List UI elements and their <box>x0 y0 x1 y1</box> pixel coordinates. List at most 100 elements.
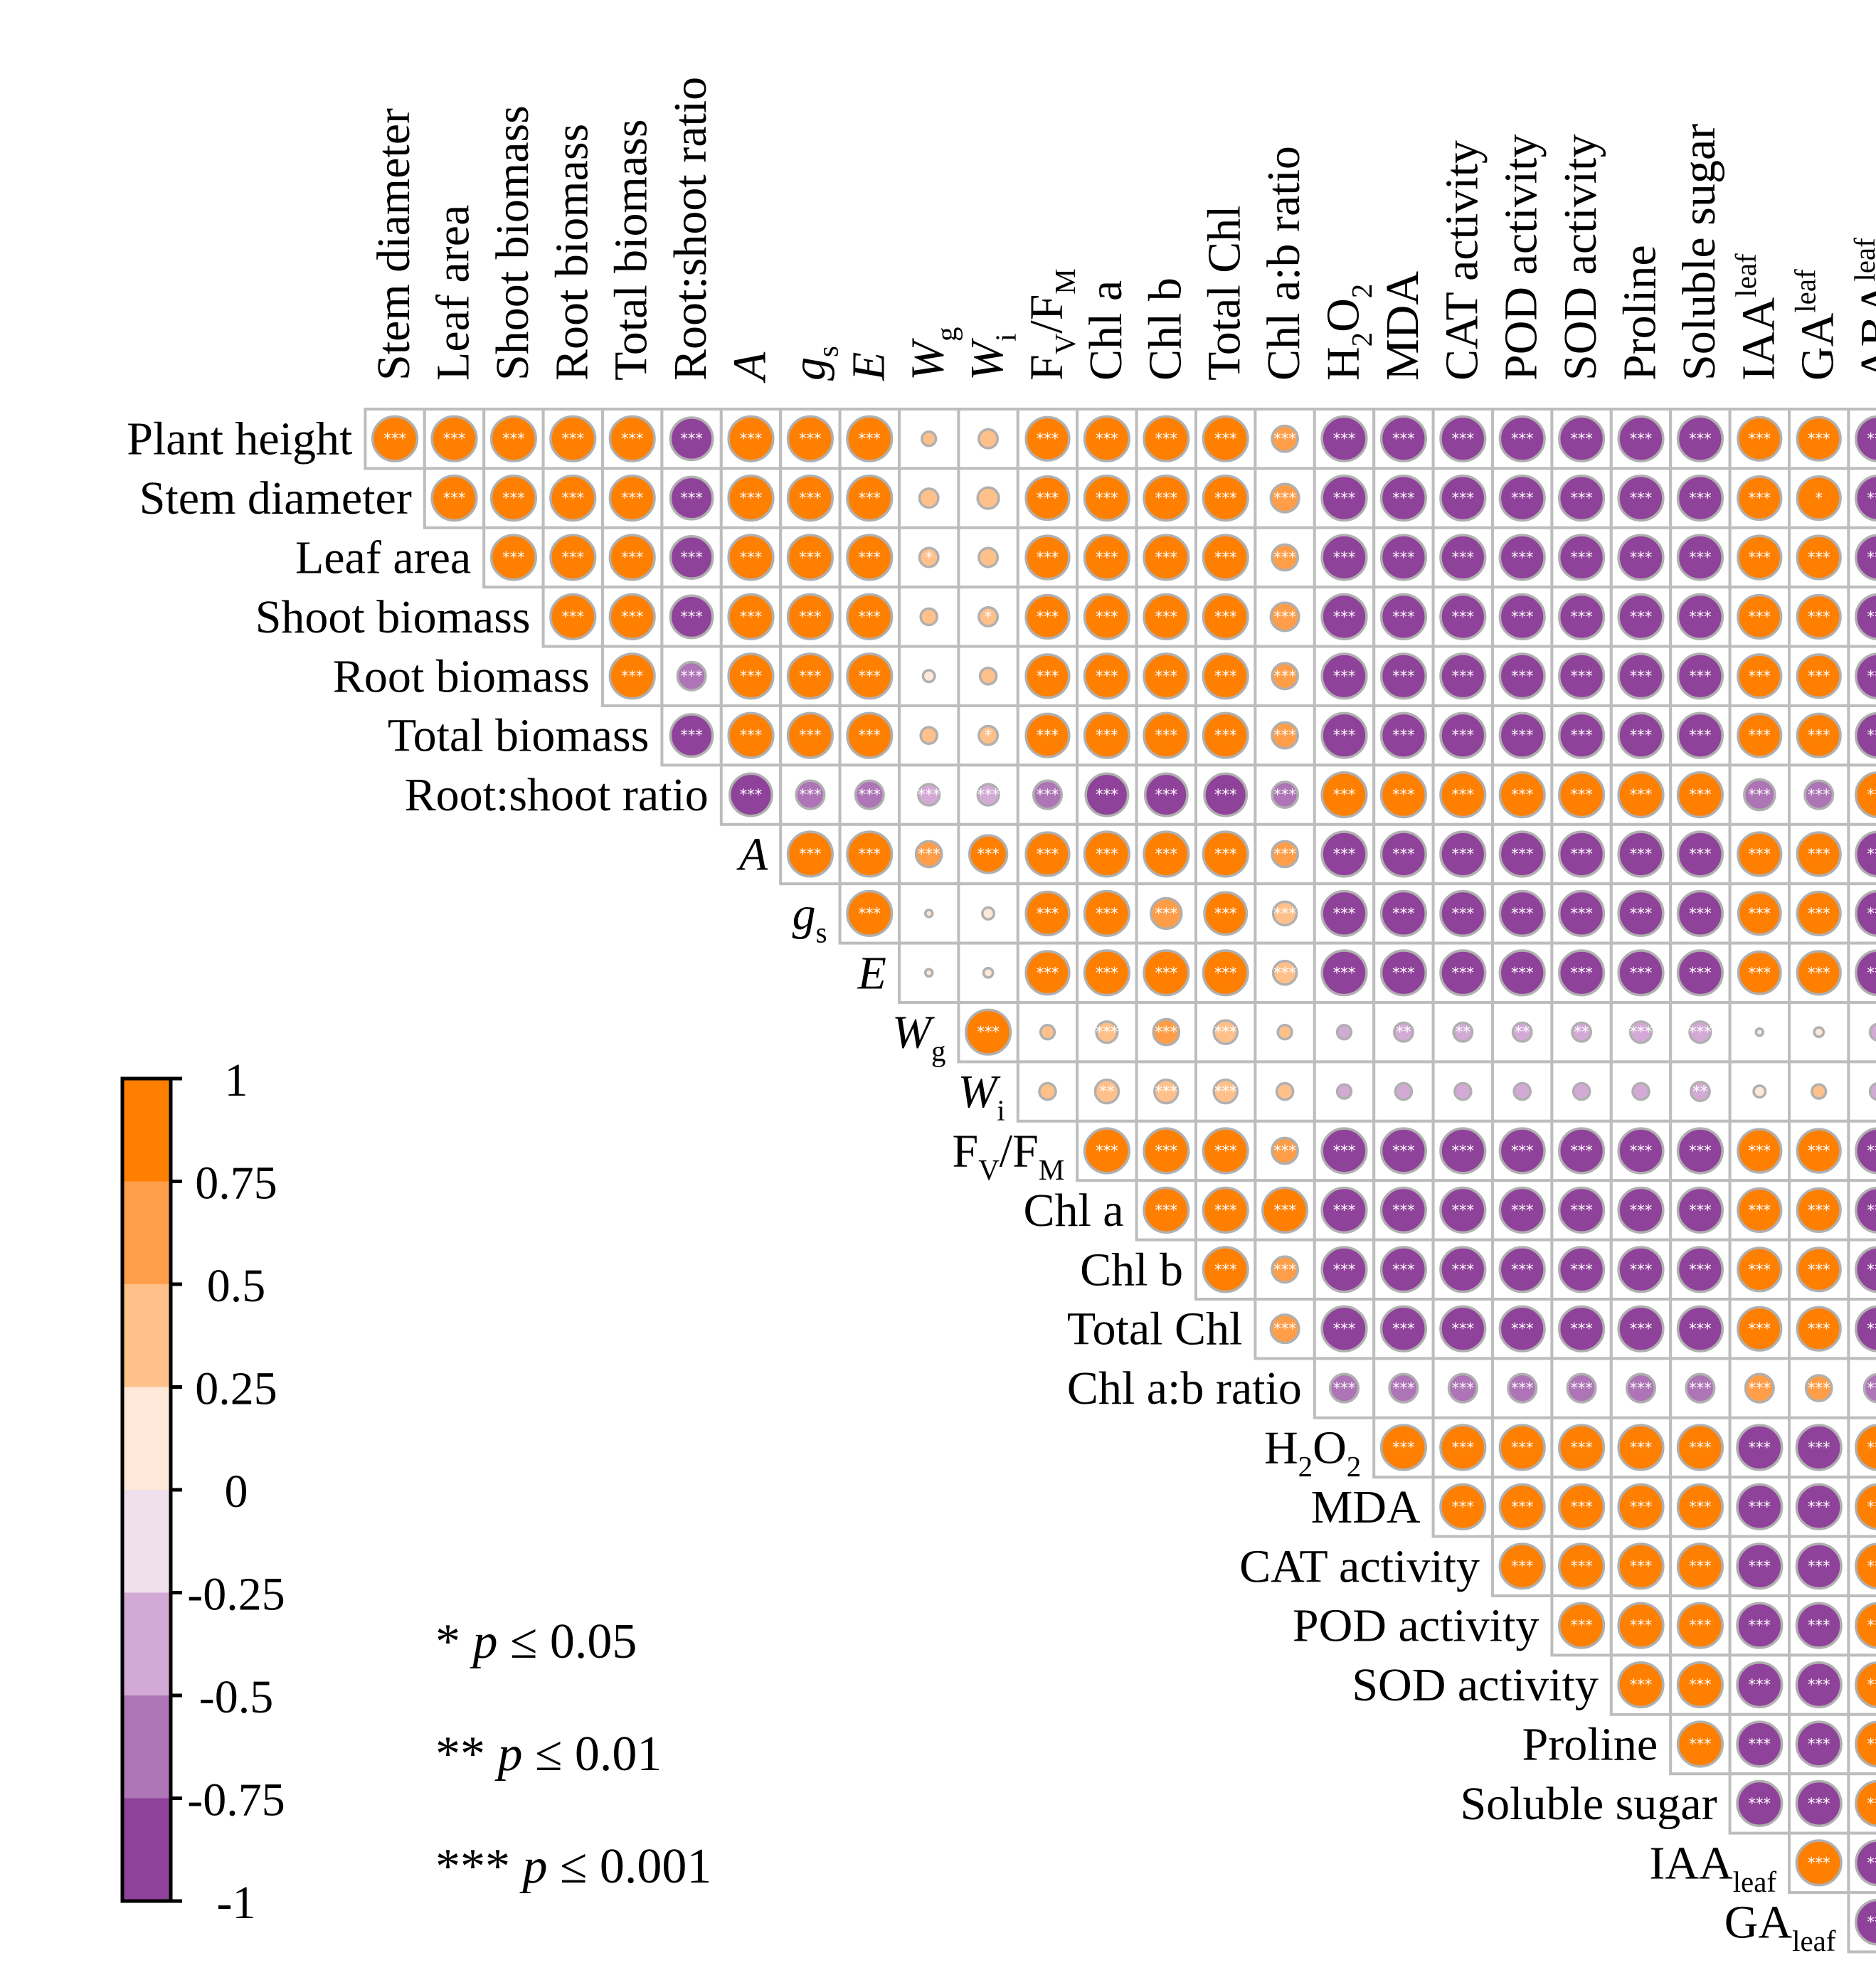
matrix-cell: *** <box>1669 645 1732 707</box>
significance-mark: *** <box>1214 1202 1237 1219</box>
correlation-dot <box>786 711 834 759</box>
correlation-dot <box>786 652 834 700</box>
correlation-dot <box>1736 1424 1784 1471</box>
significance-mark: *** <box>1570 964 1593 981</box>
correlation-dot <box>1617 1305 1665 1353</box>
correlation-dot <box>1276 1024 1293 1041</box>
correlation-dot <box>1498 949 1546 997</box>
significance-mark: *** <box>1273 727 1296 744</box>
significance-mark: *** <box>562 549 585 566</box>
significance-mark: *** <box>1037 549 1059 566</box>
correlation-dot <box>1617 1661 1665 1709</box>
correlation-dot <box>1736 1661 1784 1709</box>
significance-mark: *** <box>1749 1202 1771 1219</box>
correlation-dot <box>1617 1542 1665 1590</box>
correlation-dot <box>1024 415 1071 462</box>
significance-mark: *** <box>1749 1261 1771 1278</box>
correlation-dot <box>430 415 478 462</box>
matrix-cell: *** <box>1728 1713 1791 1776</box>
column-label-e: E <box>842 352 894 381</box>
matrix-cell: *** <box>1847 763 1876 826</box>
significance-legend-item: * p ≤ 0.05 <box>435 1614 637 1669</box>
correlation-dot <box>1439 1424 1487 1471</box>
significance-mark: *** <box>1689 1676 1712 1693</box>
matrix-cell: ** <box>1372 1001 1435 1064</box>
matrix-cell: *** <box>1313 941 1376 1004</box>
matrix-cell <box>1847 1001 1876 1064</box>
matrix-cell: *** <box>1728 526 1791 589</box>
matrix-cell: *** <box>1788 704 1850 767</box>
matrix-cell: ** <box>1669 1060 1732 1123</box>
matrix-cell: *** <box>1313 763 1376 826</box>
colorbar-band <box>122 1798 171 1902</box>
significance-mark: *** <box>1214 430 1237 448</box>
correlation-dot <box>1271 840 1299 869</box>
matrix-cell: *** <box>1254 704 1316 767</box>
correlation-dot <box>1617 711 1665 759</box>
significance-mark: *** <box>1570 786 1593 803</box>
correlation-dot <box>727 593 775 641</box>
significance-mark: *** <box>1630 1143 1653 1160</box>
significance-mark: *** <box>1155 1143 1178 1160</box>
significance-mark: *** <box>1689 964 1712 981</box>
correlation-dot <box>371 415 419 462</box>
significance-mark: *** <box>1155 489 1178 507</box>
significance-mark: *** <box>1630 1024 1653 1041</box>
matrix-cell: *** <box>1669 882 1732 945</box>
row-label-gs: gs <box>793 888 827 948</box>
significance-mark: *** <box>1037 727 1059 744</box>
matrix-cell: *** <box>1847 1416 1876 1479</box>
correlation-dot <box>1855 1839 1876 1887</box>
significance-mark: *** <box>1155 727 1178 744</box>
significance-mark: *** <box>1689 430 1712 448</box>
significance-mark: *** <box>1333 1380 1356 1397</box>
correlation-dot <box>1439 1483 1487 1530</box>
correlation-dot <box>1032 779 1064 810</box>
matrix-cell: *** <box>1194 645 1257 707</box>
significance-mark: *** <box>1452 1261 1475 1278</box>
significance-mark: *** <box>1214 489 1237 507</box>
significance-mark: *** <box>740 727 763 744</box>
correlation-dot <box>489 475 538 522</box>
correlation-dot <box>1617 771 1665 819</box>
correlation-dot <box>1394 1081 1414 1101</box>
significance-mark: *** <box>1214 667 1237 684</box>
correlation-dot <box>1796 653 1842 699</box>
row-label-chl-b: Chl b <box>1080 1244 1183 1296</box>
matrix-cell: *** <box>1431 526 1494 589</box>
correlation-dot <box>1558 1542 1606 1590</box>
correlation-dot <box>1379 415 1428 462</box>
column-label-a: A <box>724 351 776 383</box>
matrix-cell: *** <box>601 586 664 648</box>
significance-mark: *** <box>1808 608 1830 625</box>
correlation-dot <box>1558 889 1606 938</box>
significance-mark: *** <box>1392 727 1415 744</box>
significance-mark: *** <box>1689 1143 1712 1160</box>
significance-mark: *** <box>1867 549 1876 566</box>
matrix-cell: *** <box>1728 1594 1791 1657</box>
significance-mark: * <box>925 549 933 566</box>
matrix-cell: *** <box>1076 526 1138 589</box>
significance-mark: *** <box>1749 667 1771 684</box>
significance-mark: *** <box>1808 1795 1830 1812</box>
colorbar-band <box>122 1387 171 1491</box>
significance-mark: *** <box>1392 1202 1415 1219</box>
matrix-cell: *** <box>1491 1298 1554 1360</box>
significance-mark: *** <box>1749 489 1771 507</box>
significance-mark: *** <box>1570 549 1593 566</box>
matrix-cell: *** <box>898 763 960 826</box>
significance-mark: *** <box>562 430 585 448</box>
matrix-cell: *** <box>838 586 901 648</box>
correlation-dot <box>1379 534 1428 581</box>
correlation-dot <box>1558 652 1606 700</box>
significance-mark: *** <box>1333 905 1356 922</box>
matrix-cell <box>1254 1060 1316 1123</box>
significance-mark: *** <box>740 430 763 448</box>
matrix-cell: *** <box>1788 1653 1850 1716</box>
correlation-dot <box>1855 415 1876 462</box>
significance-mark: *** <box>1808 1143 1830 1160</box>
correlation-dot <box>1737 1187 1783 1234</box>
correlation-dot <box>489 415 538 462</box>
significance-mark: *** <box>1867 1320 1876 1338</box>
significance-mark: *** <box>1392 1320 1415 1338</box>
